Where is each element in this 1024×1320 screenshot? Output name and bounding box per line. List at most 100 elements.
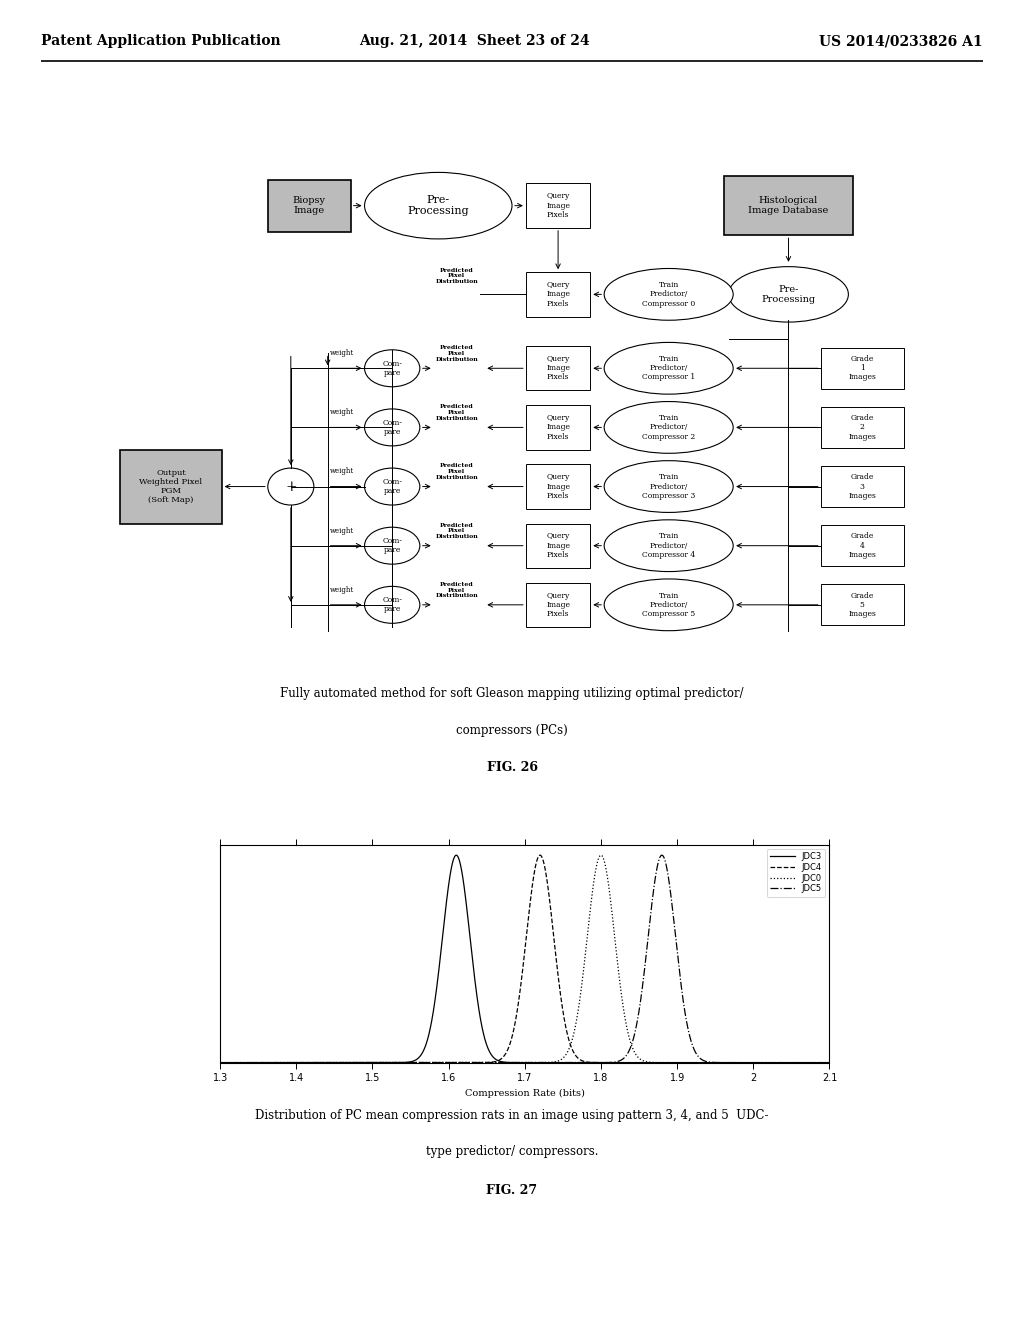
JDC0 [823,1055,836,1071]
JDC4 [284,1055,296,1071]
Text: Predicted
Pixel
Distribution: Predicted Pixel Distribution [435,346,478,362]
Text: US 2014/0233826 A1: US 2014/0233826 A1 [819,34,983,49]
Text: weight: weight [330,586,353,594]
Ellipse shape [365,350,420,387]
Ellipse shape [604,579,733,631]
JDC0 [214,1055,226,1071]
Ellipse shape [604,342,733,395]
Text: weight: weight [330,408,353,416]
Text: +: + [285,479,297,494]
Line: JDC3: JDC3 [220,855,829,1063]
FancyBboxPatch shape [526,524,591,568]
Text: Com-
pare: Com- pare [382,597,402,614]
Text: weight: weight [330,350,353,358]
Text: Grade
1
Images: Grade 1 Images [848,355,877,381]
Text: Query
Image
Pixels: Query Image Pixels [546,355,570,381]
Text: FIG. 26: FIG. 26 [486,760,538,774]
FancyBboxPatch shape [821,466,904,507]
JDC0 [595,847,607,863]
JDC5 [214,1055,226,1071]
FancyBboxPatch shape [724,176,853,235]
JDC3 [474,1011,486,1027]
JDC3 [447,850,460,866]
Text: Predicted
Pixel
Distribution: Predicted Pixel Distribution [435,404,478,421]
JDC3 [811,1055,823,1071]
JDC3 [284,1055,296,1071]
Text: compressors (PCs): compressors (PCs) [456,723,568,737]
Text: weight: weight [330,467,353,475]
JDC4 [823,1055,836,1071]
Text: Train
Predictor/
Compressor 0: Train Predictor/ Compressor 0 [642,281,695,308]
JDC5 [319,1055,332,1071]
FancyBboxPatch shape [821,525,904,566]
JDC0 [319,1055,332,1071]
Legend: JDC3, JDC4, JDC0, JDC5: JDC3, JDC4, JDC0, JDC5 [767,849,825,896]
Text: Grade
2
Images: Grade 2 Images [848,414,877,441]
Ellipse shape [365,469,420,506]
Text: Train
Predictor/
Compressor 3: Train Predictor/ Compressor 3 [642,474,695,500]
Line: JDC5: JDC5 [220,855,829,1063]
Ellipse shape [729,267,849,322]
Ellipse shape [365,527,420,564]
Text: Train
Predictor/
Compressor 2: Train Predictor/ Compressor 2 [642,414,695,441]
JDC4 [214,1055,226,1071]
Text: Query
Image
Pixels: Query Image Pixels [546,281,570,308]
JDC3 [451,847,463,863]
JDC4 [811,1055,823,1071]
Text: Query
Image
Pixels: Query Image Pixels [546,414,570,441]
JDC0 [474,1055,486,1071]
Ellipse shape [365,409,420,446]
JDC0 [284,1055,296,1071]
JDC3 [745,1055,758,1071]
FancyBboxPatch shape [526,183,591,228]
Text: Predicted
Pixel
Distribution: Predicted Pixel Distribution [435,463,478,480]
FancyBboxPatch shape [526,582,591,627]
JDC5 [447,1055,460,1071]
JDC0 [811,1055,823,1071]
Text: Com-
pare: Com- pare [382,359,402,378]
Text: weight: weight [330,527,353,535]
Text: Biopsy
Image: Biopsy Image [293,195,326,215]
JDC4 [474,1055,486,1071]
FancyBboxPatch shape [526,346,591,391]
JDC0 [745,1055,758,1071]
JDC5 [823,1055,836,1071]
Text: Query
Image
Pixels: Query Image Pixels [546,532,570,558]
FancyBboxPatch shape [526,405,591,450]
JDC4 [447,1055,460,1071]
Text: Com-
pare: Com- pare [382,418,402,436]
Text: Histological
Image Database: Histological Image Database [749,195,828,215]
JDC4 [745,1055,758,1071]
Text: FIG. 27: FIG. 27 [486,1184,538,1197]
Ellipse shape [365,173,512,239]
Text: Aug. 21, 2014  Sheet 23 of 24: Aug. 21, 2014 Sheet 23 of 24 [359,34,590,49]
Text: Train
Predictor/
Compressor 1: Train Predictor/ Compressor 1 [642,355,695,381]
Ellipse shape [604,268,733,321]
Text: Predicted
Pixel
Distribution: Predicted Pixel Distribution [435,523,478,539]
Text: Pre-
Processing: Pre- Processing [408,195,469,216]
JDC5 [745,1055,758,1071]
Line: JDC4: JDC4 [220,855,829,1063]
Text: Com-
pare: Com- pare [382,478,402,495]
Ellipse shape [604,520,733,572]
Text: Query
Image
Pixels: Query Image Pixels [546,193,570,219]
Text: Output
Weighted Pixel
PGM
(Soft Map): Output Weighted Pixel PGM (Soft Map) [139,469,203,504]
Text: Grade
4
Images: Grade 4 Images [848,532,877,558]
Circle shape [268,469,314,506]
Text: Predicted
Pixel
Distribution: Predicted Pixel Distribution [435,268,478,284]
Text: Fully automated method for soft Gleason mapping utilizing optimal predictor/: Fully automated method for soft Gleason … [281,686,743,700]
FancyBboxPatch shape [821,585,904,626]
Text: Train
Predictor/
Compressor 4: Train Predictor/ Compressor 4 [642,532,695,558]
X-axis label: Compression Rate (bits): Compression Rate (bits) [465,1089,585,1098]
JDC5 [811,1055,823,1071]
Text: Predicted
Pixel
Distribution: Predicted Pixel Distribution [435,582,478,598]
Text: Train
Predictor/
Compressor 5: Train Predictor/ Compressor 5 [642,591,695,618]
Text: Query
Image
Pixels: Query Image Pixels [546,474,570,500]
Ellipse shape [365,586,420,623]
Ellipse shape [604,461,733,512]
Text: Grade
3
Images: Grade 3 Images [848,474,877,500]
Text: Patent Application Publication: Patent Application Publication [41,34,281,49]
Text: type predictor/ compressors.: type predictor/ compressors. [426,1144,598,1158]
JDC3 [319,1055,332,1071]
Text: Distribution of PC mean compression rats in an image using pattern 3, 4, and 5  : Distribution of PC mean compression rats… [255,1109,769,1122]
